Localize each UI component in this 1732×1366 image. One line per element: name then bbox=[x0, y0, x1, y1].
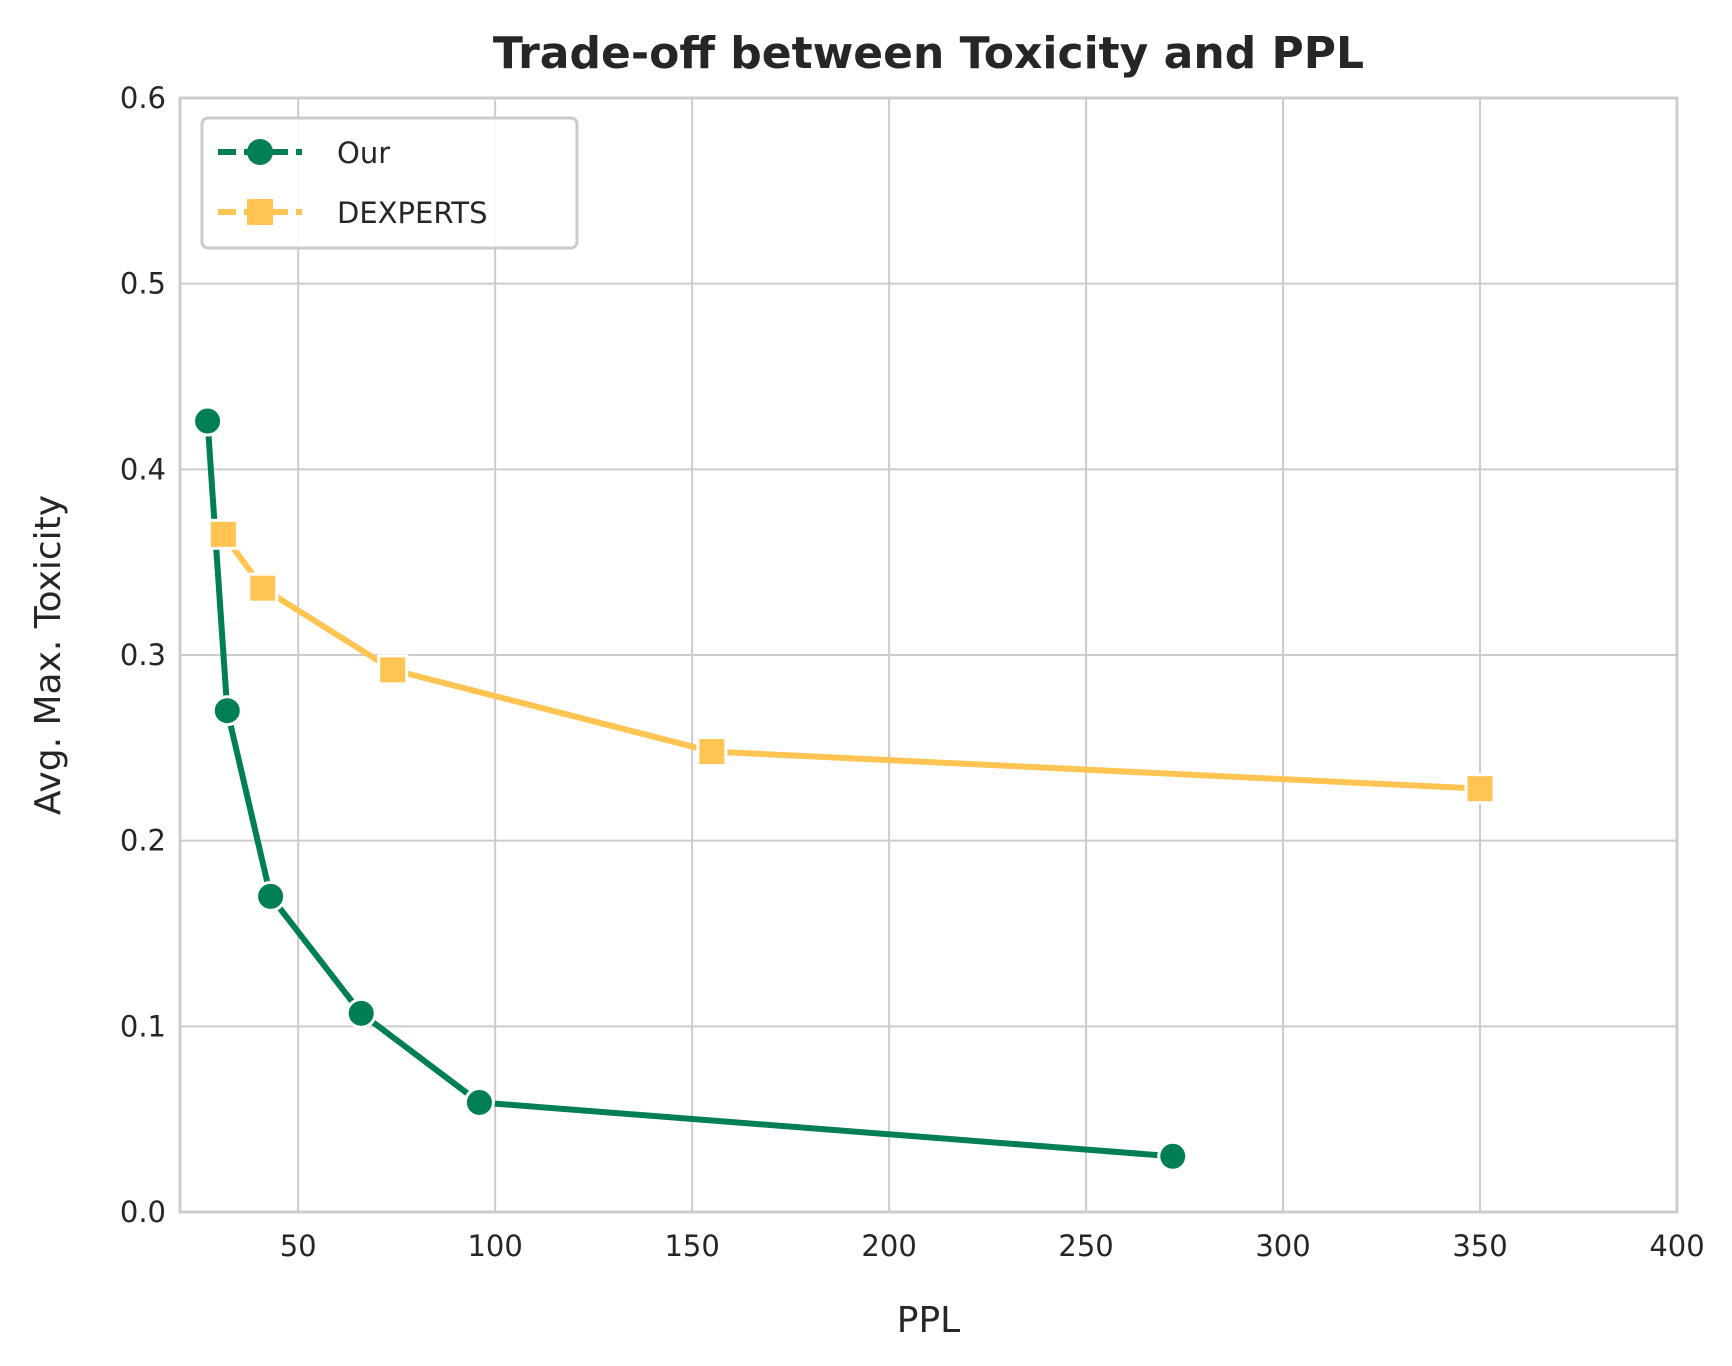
series-line-0 bbox=[204, 418, 1176, 1160]
legend-marker-1 bbox=[247, 199, 273, 225]
data-point bbox=[192, 405, 224, 437]
tick-labels: 50 100 150 200 250 300 350 400 0.0 0.1 0.2 0.3 0.4 0.… bbox=[120, 81, 1705, 1263]
y-tick-label: 0.1 bbox=[120, 1009, 166, 1043]
data-point bbox=[207, 518, 239, 550]
y-tick-label: 0.0 bbox=[120, 1195, 166, 1229]
y-tick-label: 0.3 bbox=[120, 638, 166, 672]
data-point bbox=[1157, 1140, 1189, 1172]
x-tick-label: 400 bbox=[1649, 1229, 1704, 1263]
y-axis-label: Avg. Max. Toxicity bbox=[28, 495, 69, 815]
data-point bbox=[696, 736, 728, 768]
data-point bbox=[377, 654, 409, 686]
y-tick-label: 0.4 bbox=[120, 452, 166, 486]
x-tick-label: 150 bbox=[664, 1229, 719, 1263]
data-point bbox=[247, 572, 279, 604]
legend-label-0: Our bbox=[337, 136, 390, 170]
x-axis-label: PPL bbox=[897, 1300, 960, 1341]
data-point bbox=[1464, 773, 1496, 805]
x-tick-label: 100 bbox=[467, 1229, 522, 1263]
y-tick-label: 0.5 bbox=[120, 267, 166, 301]
series-0 bbox=[192, 405, 1189, 1172]
legend-label-1: DEXPERTS bbox=[337, 196, 488, 230]
x-tick-label: 350 bbox=[1452, 1229, 1507, 1263]
series-1 bbox=[207, 518, 1496, 805]
legend-box bbox=[200, 116, 579, 250]
data-point bbox=[345, 997, 377, 1029]
y-tick-label: 0.2 bbox=[120, 824, 166, 858]
legend: Our DEXPERTS bbox=[200, 116, 579, 250]
series-layer bbox=[192, 405, 1496, 1172]
data-point bbox=[463, 1086, 495, 1118]
data-point bbox=[255, 880, 287, 912]
legend-marker-0 bbox=[247, 139, 273, 165]
chart-title: Trade-off between Toxicity and PPL bbox=[493, 28, 1364, 79]
x-tick-label: 300 bbox=[1255, 1229, 1310, 1263]
x-tick-label: 250 bbox=[1058, 1229, 1113, 1263]
x-tick-label: 50 bbox=[280, 1229, 317, 1263]
y-tick-label: 0.6 bbox=[120, 81, 166, 115]
x-tick-label: 200 bbox=[861, 1229, 916, 1263]
data-point bbox=[211, 695, 243, 727]
plot-frame bbox=[178, 96, 1679, 1214]
